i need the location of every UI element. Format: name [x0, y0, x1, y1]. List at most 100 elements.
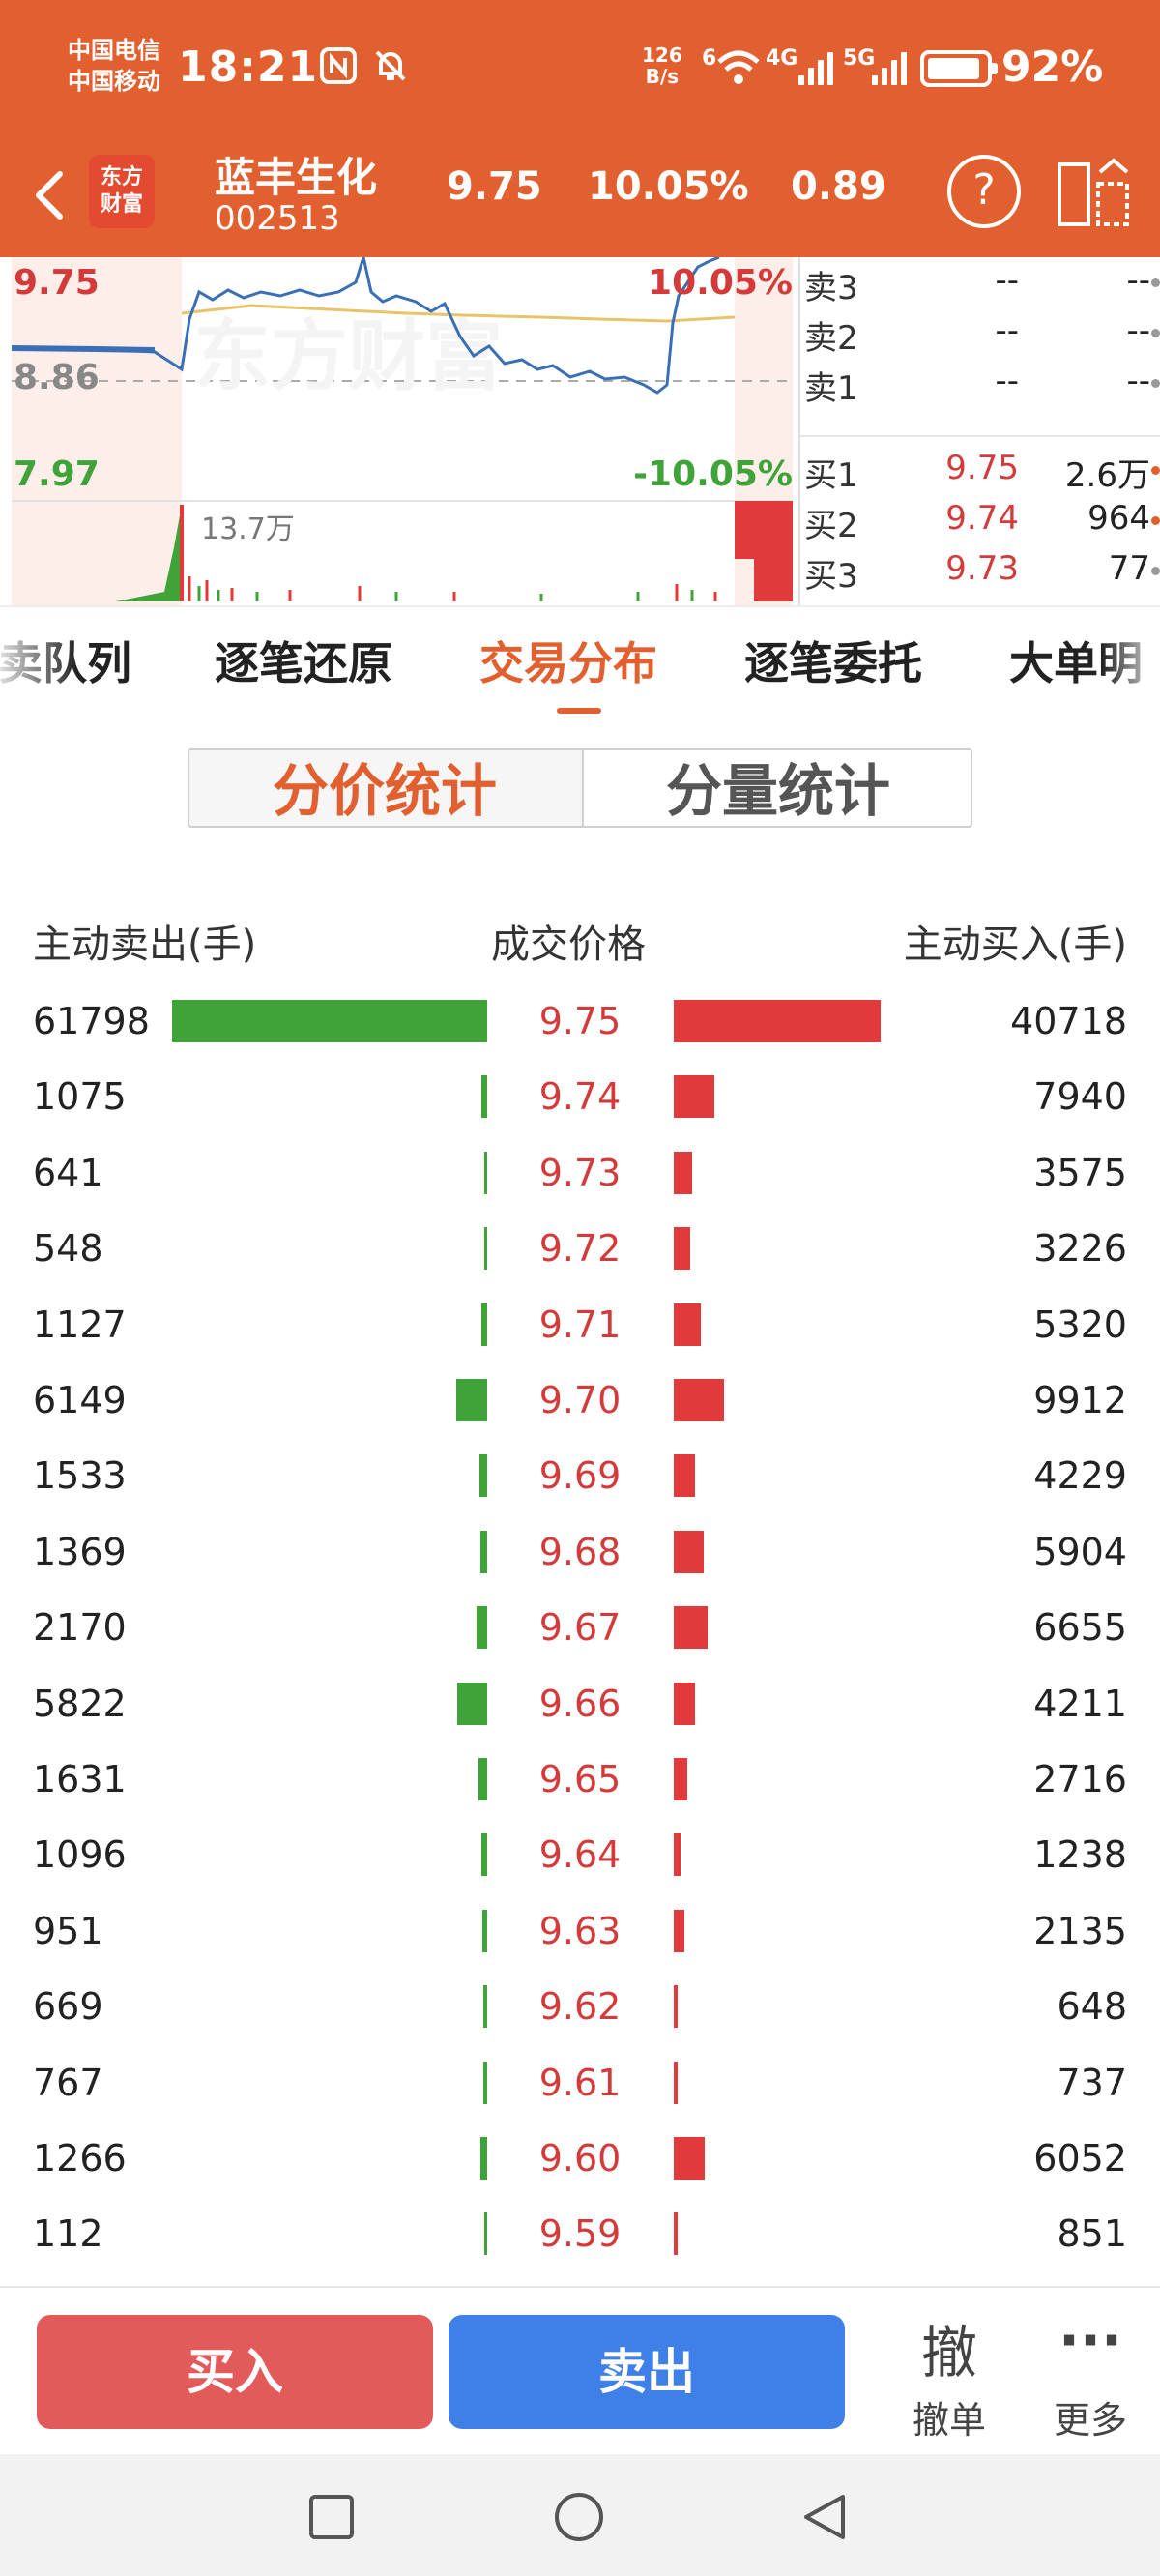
distribution-row: 1127 9.71 5320	[0, 1288, 1160, 1363]
ask-volume: --	[1126, 261, 1150, 300]
tab-tick-restore[interactable]: 逐笔还原	[215, 637, 392, 689]
sell-volume-bar	[484, 1151, 487, 1194]
detail-tabs: 卖队列 逐笔还原 交易分布 逐笔委托 大单明	[0, 605, 1160, 719]
bid-dot	[1151, 466, 1160, 475]
net-speed: 126 B/s	[642, 44, 682, 87]
buy-volume-bar	[674, 1833, 681, 1877]
battery-icon	[920, 50, 998, 87]
stock-code: 002513	[215, 199, 340, 238]
sell-volume-bar	[480, 1530, 487, 1573]
distribution-row: 669 9.62 648	[0, 1970, 1160, 2045]
ask-price: --	[995, 362, 1019, 400]
distribution-row: 112 9.59 851	[0, 2197, 1160, 2272]
more-label: 更多	[1053, 2399, 1127, 2442]
intraday-chart[interactable]: 东方财富 9.75 10.05% 8.86 7.97 -1	[0, 257, 798, 605]
wifi-icon	[715, 48, 762, 91]
battery-percent: 92%	[1001, 43, 1104, 92]
by-price-button[interactable]: 分价统计	[189, 750, 580, 826]
bid-row-3: 买3 9.73 77	[800, 545, 1160, 596]
ask-label: 卖2	[804, 319, 858, 358]
active-sell-volume: 1127	[33, 1303, 127, 1346]
active-tab-indicator	[557, 708, 601, 714]
buy-volume-bar	[674, 2212, 678, 2256]
net-speed-unit: B/s	[645, 65, 680, 88]
ask-dot	[1151, 278, 1160, 287]
active-buy-volume: 3575	[1033, 1151, 1127, 1194]
chevron-left-icon	[36, 171, 63, 220]
active-buy-volume: 4229	[1033, 1454, 1127, 1498]
bid-label: 买2	[804, 507, 858, 545]
buy-volume-bar	[674, 2137, 705, 2180]
pre-market-line	[11, 345, 156, 353]
sell-volume-bar	[480, 2137, 487, 2180]
active-sell-volume: 1631	[33, 1758, 127, 1800]
back-nav-button[interactable]	[798, 2491, 851, 2547]
tab-trade-distribution[interactable]: 交易分布	[479, 637, 657, 689]
ask-label: 卖3	[804, 269, 858, 307]
volume-bars	[12, 501, 793, 601]
active-buy-volume: 851	[1057, 2212, 1127, 2256]
trade-price: 9.71	[538, 1303, 622, 1346]
tab-tick-orders[interactable]: 逐笔委托	[744, 637, 922, 689]
sell-volume-bar	[483, 1985, 487, 2029]
active-sell-volume: 61798	[33, 1000, 150, 1042]
triangle-back-icon	[804, 2495, 845, 2539]
by-volume-button[interactable]: 分量统计	[582, 750, 971, 826]
sell-volume-bar	[484, 2212, 487, 2256]
column-header-active-sell: 主动卖出(手)	[33, 922, 257, 967]
bid-volume: 2.6万	[1064, 456, 1150, 495]
help-icon: ?	[972, 165, 996, 215]
bid-volume: 964	[1088, 499, 1150, 538]
app-logo: 东方 财富	[89, 155, 155, 228]
distribution-row: 6149 9.70 9912	[0, 1363, 1160, 1439]
back-button[interactable]	[25, 161, 73, 230]
buy-button[interactable]: 买入	[37, 2315, 433, 2429]
column-header-price: 成交价格	[491, 922, 646, 967]
ask-row-1: 卖1 -- --	[800, 358, 1160, 408]
wifi-tag: 6	[702, 46, 717, 71]
trade-price: 9.66	[538, 1682, 622, 1725]
trade-price: 9.59	[538, 2212, 622, 2256]
ask-price: --	[995, 261, 1019, 300]
trade-price: 9.64	[538, 1833, 622, 1877]
cancel-order-label: 撤单	[912, 2399, 986, 2442]
active-sell-volume: 669	[33, 1985, 103, 2029]
active-buy-volume: 648	[1057, 1985, 1127, 2029]
distribution-row: 548 9.72 3226	[0, 1212, 1160, 1287]
sell-button[interactable]: 卖出	[449, 2315, 845, 2429]
signal-1-tag: 4G	[766, 46, 798, 71]
bid-price: 9.73	[945, 549, 1019, 588]
bid-volume: 77	[1108, 549, 1150, 588]
chart-pct-high: 10.05%	[648, 263, 793, 303]
active-sell-volume: 641	[33, 1151, 103, 1194]
bid-row-1: 买1 9.75 2.6万	[800, 445, 1160, 495]
signal-2-icon	[872, 52, 907, 85]
pre-market-shade	[12, 257, 182, 605]
help-button[interactable]: ?	[947, 155, 1021, 228]
home-button[interactable]	[553, 2491, 605, 2547]
order-book-divider	[800, 435, 1160, 437]
buy-volume-bar	[674, 1530, 704, 1573]
bid-label: 买1	[804, 456, 858, 495]
stock-header: 东方 财富 蓝丰生化 002513 9.75 10.05% 0.89 ?	[0, 145, 1160, 257]
active-buy-volume: 4211	[1033, 1682, 1127, 1725]
distribution-row: 1075 9.74 7940	[0, 1060, 1160, 1135]
active-buy-volume: 7940	[1033, 1075, 1127, 1119]
trade-price: 9.65	[538, 1758, 622, 1800]
active-buy-volume: 3226	[1033, 1227, 1127, 1271]
stats-mode-toggle: 分价统计 分量统计	[188, 748, 972, 828]
layout-toggle-button[interactable]	[1056, 153, 1133, 230]
ask-volume: --	[1126, 362, 1150, 400]
split-screen-icon	[1058, 158, 1129, 226]
sell-volume-bar	[483, 2061, 487, 2104]
ask-volume: --	[1126, 311, 1150, 350]
active-sell-volume: 6149	[33, 1379, 127, 1421]
order-book: 卖3 -- -- 卖2 -- -- 卖1 -- -- 买1 9.75 2.6万 …	[798, 257, 1160, 605]
carrier-names: 中国电信 中国移动	[68, 35, 160, 97]
tab-fade-right	[1102, 607, 1160, 719]
signal-2-tag: 5G	[843, 46, 876, 71]
active-buy-volume: 40718	[1010, 1000, 1127, 1042]
chart-volume-label: 13.7万	[201, 512, 295, 546]
trade-price: 9.72	[538, 1227, 622, 1271]
recent-apps-button[interactable]	[307, 2493, 356, 2545]
